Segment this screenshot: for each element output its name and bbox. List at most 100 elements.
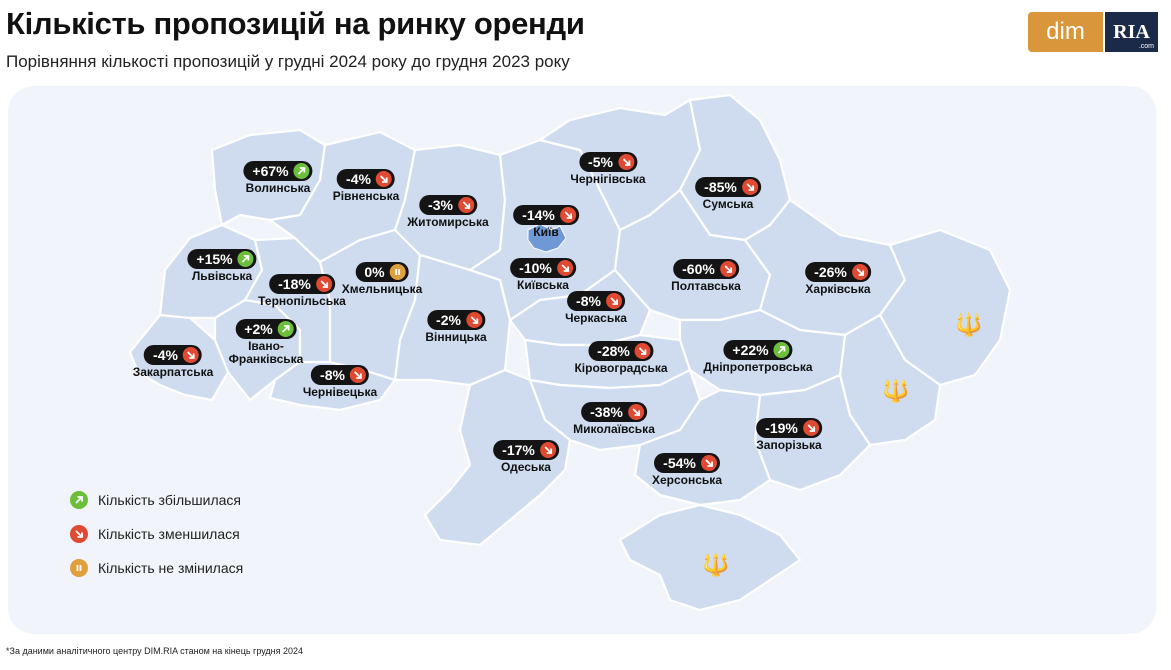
region-value: -5% (588, 154, 613, 170)
region-badge: -28% (588, 341, 654, 361)
region-badge: +15% (187, 249, 257, 269)
region-badge: -4% (337, 169, 395, 189)
region-label: -60% Полтавська (671, 259, 741, 293)
region-label: -54% Херсонська (652, 453, 722, 487)
arrow-down-right-icon (70, 525, 88, 543)
logo-dim: dim (1028, 12, 1103, 52)
region-label: +2% Івано- Франківська (228, 319, 304, 366)
arrow-down-right-icon (605, 293, 622, 309)
region-badge: -54% (654, 453, 720, 473)
region-shape-khersonska (633, 388, 772, 507)
region-label: -85% Сумська (695, 177, 761, 211)
region-value: -8% (576, 293, 601, 309)
region-value: -26% (814, 264, 847, 280)
trident-icon: 🔱 (702, 552, 729, 578)
pause-icon (70, 559, 88, 577)
region-badge: -10% (510, 258, 576, 278)
region-badge: +22% (723, 340, 793, 360)
arrow-down-right-icon (315, 276, 332, 292)
region-name: Рівненська (332, 189, 400, 203)
kyiv-city-shape (527, 223, 567, 253)
region-value: +22% (732, 342, 769, 358)
region-badge: -14% (513, 205, 579, 225)
region-label: +67% Волинська (243, 161, 313, 195)
region-badge: -3% (419, 195, 477, 215)
region-badge: -2% (427, 310, 485, 330)
arrow-down-right-icon (556, 260, 573, 276)
legend-item-up: Кількість збільшилася (70, 483, 243, 517)
region-badge: -60% (673, 259, 739, 279)
region-name: Миколаївська (573, 422, 655, 436)
region-label: -4% Закарпатська (132, 345, 214, 379)
region-value: -18% (278, 276, 311, 292)
region-name: Львівська (191, 269, 253, 283)
region-badge: -8% (567, 291, 625, 311)
region-name: Кіровоградська (574, 361, 668, 375)
region-name: Харківська (805, 282, 871, 296)
region-label: -19% Запорізька (756, 418, 822, 452)
logo-ria-small: .com (1138, 43, 1154, 50)
arrow-down-right-icon (465, 312, 482, 328)
region-name: Тернопільська (258, 294, 346, 308)
region-badge: -85% (695, 177, 761, 197)
region-value: -14% (522, 207, 555, 223)
arrow-down-right-icon (457, 197, 474, 213)
region-label: -3% Житомирська (407, 195, 489, 229)
arrow-down-right-icon (741, 179, 758, 195)
region-badge: -18% (269, 274, 335, 294)
arrow-down-right-icon (539, 442, 556, 458)
region-name: Закарпатська (132, 365, 214, 379)
arrow-up-right-icon (293, 163, 310, 179)
region-label: -28% Кіровоградська (574, 341, 668, 375)
page-title: Кількість пропозицій на ринку оренди (6, 6, 585, 41)
region-label: 0% Хмельницька (342, 262, 422, 296)
arrow-up-right-icon (237, 251, 254, 267)
arrow-up-right-icon (277, 321, 294, 337)
region-value: -10% (519, 260, 552, 276)
arrow-down-right-icon (375, 171, 392, 187)
region-name: Вінницька (425, 330, 487, 344)
arrow-down-right-icon (617, 154, 634, 170)
region-shape-crimea (618, 503, 802, 612)
region-label: -5% Чернігівська (570, 152, 646, 186)
region-value: -19% (765, 420, 798, 436)
arrow-down-right-icon (559, 207, 576, 223)
trident-icon: 🔱 (882, 378, 909, 404)
dim-ria-logo: dim RIA .com (1028, 12, 1158, 52)
region-label: -17% Одеська (493, 440, 559, 474)
arrow-up-right-icon (70, 491, 88, 509)
region-value: -8% (320, 367, 345, 383)
arrow-down-right-icon (182, 347, 199, 363)
region-label: -4% Рівненська (332, 169, 400, 203)
arrow-down-right-icon (851, 264, 868, 280)
region-value: -85% (704, 179, 737, 195)
legend-item-same: Кількість не змінилася (70, 551, 243, 585)
region-label: +22% Дніпропетровська (703, 340, 813, 374)
region-name: Івано- Франківська (228, 339, 304, 366)
region-value: -4% (346, 171, 371, 187)
region-value: -3% (428, 197, 453, 213)
region-value: -17% (502, 442, 535, 458)
region-name: Черкаська (565, 311, 627, 325)
region-label: -2% Вінницька (425, 310, 487, 344)
legend-label: Кількість збільшилася (98, 492, 242, 508)
region-name: Київ (533, 225, 559, 239)
region-name: Полтавська (671, 279, 741, 293)
region-value: +15% (196, 251, 233, 267)
region-name: Волинська (245, 181, 311, 195)
region-name: Запорізька (756, 438, 822, 452)
region-badge: -4% (144, 345, 202, 365)
region-label: -38% Миколаївська (573, 402, 655, 436)
region-value: -2% (436, 312, 461, 328)
region-value: 0% (364, 264, 385, 280)
region-value: -54% (663, 455, 696, 471)
region-badge: -5% (579, 152, 637, 172)
legend: Кількість збільшилася Кількість зменшила… (70, 483, 243, 585)
legend-label: Кількість не змінилася (98, 560, 244, 576)
region-shape-luhanska (878, 228, 1012, 387)
region-name: Житомирська (407, 215, 489, 229)
region-name: Чернівецька (302, 385, 378, 399)
page-subtitle: Порівняння кількості пропозицій у грудні… (6, 52, 570, 71)
region-badge: 0% (355, 262, 409, 282)
region-badge: -17% (493, 440, 559, 460)
